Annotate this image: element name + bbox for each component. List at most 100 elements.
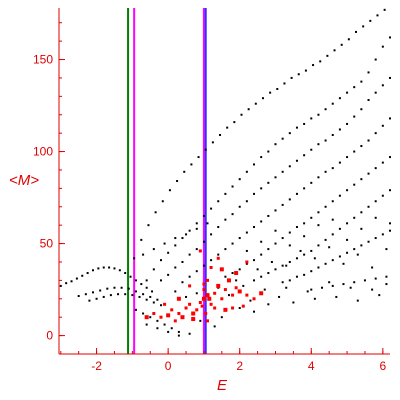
black-point (295, 126, 298, 129)
black-point (367, 139, 370, 142)
red-point (209, 302, 213, 306)
black-point (134, 279, 137, 282)
black-point (238, 237, 241, 240)
red-point (245, 293, 249, 297)
black-point (154, 211, 157, 214)
black-point (249, 299, 252, 302)
black-point (374, 91, 377, 94)
red-point (245, 260, 249, 264)
black-point (129, 275, 132, 278)
red-point (216, 283, 221, 288)
black-point (260, 240, 263, 243)
black-point (306, 290, 309, 293)
black-point (174, 266, 177, 269)
black-point (313, 257, 316, 260)
black-point (303, 122, 306, 125)
black-point (102, 295, 105, 298)
black-point (324, 170, 327, 173)
red-point (177, 312, 181, 316)
black-point (324, 205, 327, 208)
black-point (163, 242, 166, 245)
black-point (333, 49, 336, 52)
black-point (245, 262, 248, 265)
black-point (346, 91, 349, 94)
black-point (238, 205, 241, 208)
black-point (97, 267, 100, 270)
black-point (195, 222, 198, 225)
black-point (260, 275, 263, 278)
black-point (190, 163, 193, 166)
red-point (176, 296, 181, 301)
red-point (152, 312, 156, 316)
black-point (281, 281, 284, 284)
black-point (149, 295, 152, 298)
x-tick-label: 4 (308, 359, 315, 373)
black-point (261, 97, 264, 100)
black-point (347, 38, 350, 41)
black-point (260, 253, 263, 256)
black-point (331, 259, 334, 262)
black-point (331, 133, 334, 136)
black-point (381, 84, 384, 87)
black-point (360, 80, 363, 83)
red-point (259, 291, 264, 296)
black-point (138, 295, 141, 298)
black-point (235, 279, 238, 282)
black-point (374, 167, 377, 170)
black-point (274, 143, 277, 146)
black-point (324, 108, 327, 111)
black-point (353, 86, 356, 89)
black-point (381, 233, 384, 236)
black-point (197, 156, 200, 159)
black-point (331, 200, 334, 203)
black-point (376, 14, 379, 17)
black-point (152, 248, 155, 251)
black-point (346, 222, 349, 225)
black-point (389, 36, 391, 39)
red-point (213, 291, 217, 295)
red-point (213, 306, 217, 310)
black-point (124, 293, 127, 296)
red-point (202, 288, 206, 292)
black-point (91, 291, 94, 294)
red-point (180, 315, 185, 320)
black-point (195, 270, 198, 273)
black-point (263, 288, 266, 291)
black-point (108, 266, 111, 269)
black-point (374, 132, 377, 135)
red-point-series (144, 249, 264, 323)
black-point (185, 295, 188, 298)
black-point (224, 275, 227, 278)
black-point (163, 323, 166, 326)
black-point (274, 209, 277, 212)
black-point (113, 286, 116, 289)
red-point (234, 271, 239, 276)
black-point (356, 299, 359, 302)
black-point (353, 216, 356, 219)
black-point (167, 251, 170, 254)
black-point (288, 132, 291, 135)
black-point (240, 113, 243, 116)
black-point (202, 214, 205, 217)
black-point (299, 249, 302, 252)
black-point (267, 150, 270, 153)
black-point (224, 248, 227, 251)
black-point (281, 137, 284, 140)
black-point (183, 170, 186, 173)
black-point (346, 238, 349, 241)
black-point (224, 218, 227, 221)
red-point (188, 284, 192, 288)
black-point (288, 165, 291, 168)
black-point (367, 172, 370, 175)
black-point (224, 192, 227, 195)
black-point (247, 108, 250, 111)
black-point (210, 233, 213, 236)
black-point (149, 316, 152, 319)
black-point (124, 272, 127, 275)
black-point (303, 187, 306, 190)
black-point (381, 161, 384, 164)
black-point (127, 287, 130, 290)
red-point (219, 267, 224, 272)
black-point (231, 272, 234, 275)
black-point (253, 310, 256, 313)
